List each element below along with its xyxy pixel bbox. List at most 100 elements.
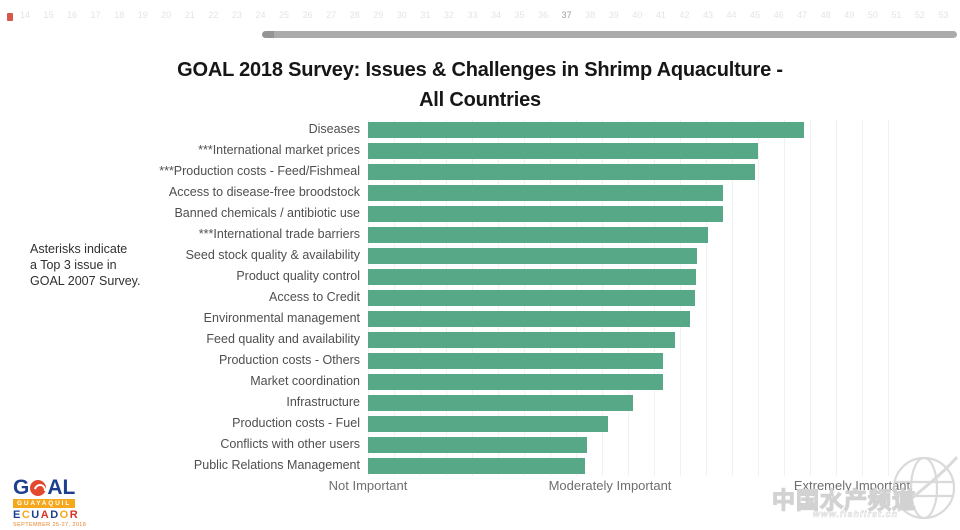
chart-row: ***International trade barriers <box>0 225 960 246</box>
logo-country-letter: E <box>13 509 22 521</box>
slide-number[interactable]: 41 <box>655 10 666 20</box>
slide-number[interactable]: 23 <box>231 10 242 20</box>
slide-number[interactable]: 29 <box>373 10 384 20</box>
chart-row: Market coordination <box>0 372 960 393</box>
chart-row: Production costs - Others <box>0 351 960 372</box>
chart-title: GOAL 2018 Survey: Issues & Challenges in… <box>0 55 960 115</box>
bar <box>368 416 608 432</box>
chart-title-line2: All Countries <box>419 89 541 111</box>
slide-number[interactable]: 17 <box>90 10 101 20</box>
slide-number[interactable]: 34 <box>491 10 502 20</box>
slide-number[interactable]: 43 <box>702 10 713 20</box>
slide-number[interactable]: 22 <box>208 10 219 20</box>
bar <box>368 311 690 327</box>
slide-number[interactable]: 28 <box>349 10 360 20</box>
slide-number[interactable]: 18 <box>114 10 125 20</box>
asterisk-note: Asterisks indicate a Top 3 issue in GOAL… <box>30 241 170 289</box>
category-label: Product quality control <box>236 269 360 283</box>
horizontal-scrollbar-thumb[interactable] <box>262 31 957 38</box>
slide-number[interactable]: 42 <box>679 10 690 20</box>
chart-row: Access to Credit <box>0 288 960 309</box>
slide-number[interactable]: 25 <box>279 10 290 20</box>
slide-number[interactable]: 47 <box>797 10 808 20</box>
slide-number[interactable]: 48 <box>820 10 831 20</box>
slide-number[interactable]: 27 <box>326 10 337 20</box>
slide-number[interactable]: 36 <box>538 10 549 20</box>
slide-number-ruler[interactable]: 14 15 16 17 18 19 20 21 22 23 24 25 26 27 28 29 30 31 32 33… <box>0 10 960 24</box>
category-label: Access to Credit <box>268 290 360 304</box>
asterisk-note-line1: Asterisks indicate <box>30 242 128 256</box>
logo-country-letter: U <box>31 509 41 521</box>
watermark-url: www.fishfirst.cn <box>812 509 898 520</box>
goal-logo-g: G <box>13 476 30 499</box>
slide-number[interactable]: 33 <box>467 10 478 20</box>
chart-row: ***International market prices <box>0 141 960 162</box>
goal-logo-banner: GUAYAQUIL <box>13 499 75 508</box>
slide-number[interactable]: 16 <box>67 10 78 20</box>
bar <box>368 206 723 222</box>
chart-row: Product quality control <box>0 267 960 288</box>
slide-number[interactable]: 31 <box>420 10 431 20</box>
slide-number[interactable]: 30 <box>396 10 407 20</box>
category-label: Conflicts with other users <box>220 437 360 451</box>
bar <box>368 353 664 369</box>
x-axis-tick-label: Not Important <box>328 478 408 493</box>
bar <box>368 122 804 138</box>
bar <box>368 374 664 390</box>
slide-number[interactable]: 14 <box>20 10 31 20</box>
goal-logo-date: SEPTEMBER 25-27, 2018 <box>13 522 87 528</box>
chart-row: Production costs - Fuel <box>0 414 960 435</box>
chart-row: Conflicts with other users <box>0 435 960 456</box>
chart-row: Feed quality and availability <box>0 330 960 351</box>
slide-number[interactable]: 49 <box>844 10 855 20</box>
category-label: Environmental management <box>203 311 360 325</box>
chart-row: Environmental management <box>0 309 960 330</box>
ruler-marker-icon <box>7 13 13 21</box>
slide-number[interactable]: 32 <box>443 10 454 20</box>
logo-country-letter: D <box>50 509 60 521</box>
category-label: Banned chemicals / antibiotic use <box>174 206 360 220</box>
slide-number[interactable]: 52 <box>914 10 925 20</box>
slide-number[interactable]: 40 <box>632 10 643 20</box>
slide-number[interactable]: 15 <box>43 10 54 20</box>
category-label: ***Production costs - Feed/Fishmeal <box>159 164 360 178</box>
slide-number[interactable]: 39 <box>608 10 619 20</box>
chart-row: ***Production costs - Feed/Fishmeal <box>0 162 960 183</box>
bar <box>368 290 695 306</box>
globe-fish-icon <box>892 456 958 520</box>
slide-number[interactable]: 44 <box>726 10 737 20</box>
goal-logo-word: G AL <box>13 476 83 499</box>
bar <box>368 437 587 453</box>
slide-number[interactable]: 38 <box>585 10 596 20</box>
watermark: 中国水产频道 www.fishfirst.cn <box>768 453 958 528</box>
slide-number[interactable]: 37 <box>561 10 572 20</box>
bar <box>368 248 698 264</box>
slide-number[interactable]: 19 <box>137 10 148 20</box>
bar <box>368 395 633 411</box>
logo-country-letter: O <box>59 509 70 521</box>
category-label: Feed quality and availability <box>206 332 360 346</box>
chart-row: Diseases <box>0 120 960 141</box>
category-label: Access to disease-free broodstock <box>168 185 360 199</box>
shrimp-circle-icon <box>30 480 47 496</box>
slide-number[interactable]: 50 <box>867 10 878 20</box>
slide-number[interactable]: 35 <box>514 10 525 20</box>
chart-title-line1: GOAL 2018 Survey: Issues & Challenges in… <box>177 59 783 81</box>
slide-number[interactable]: 45 <box>750 10 761 20</box>
category-label: Infrastructure <box>286 395 360 409</box>
category-label: Production costs - Fuel <box>232 416 360 430</box>
watermark-text: 中国水产频道 <box>771 486 916 513</box>
slide-number[interactable]: 53 <box>938 10 949 20</box>
slide-number[interactable]: 51 <box>891 10 902 20</box>
category-label: ***International market prices <box>198 143 360 157</box>
slide-number[interactable]: 26 <box>302 10 313 20</box>
slide-number[interactable]: 24 <box>255 10 266 20</box>
bar <box>368 227 708 243</box>
bar <box>368 332 676 348</box>
category-label: Public Relations Management <box>193 458 360 472</box>
slide-number[interactable]: 20 <box>161 10 172 20</box>
logo-country-letter: R <box>69 509 80 521</box>
slide-number[interactable]: 46 <box>773 10 784 20</box>
bar <box>368 164 756 180</box>
slide-number[interactable]: 21 <box>184 10 195 20</box>
